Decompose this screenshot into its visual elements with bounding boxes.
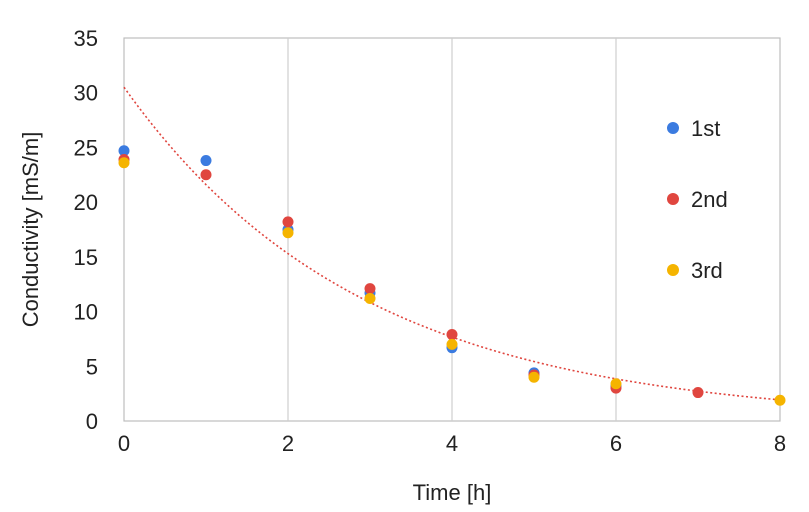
y-tick-label: 25 — [74, 135, 98, 160]
data-point — [282, 216, 294, 228]
y-tick-label: 10 — [74, 300, 98, 325]
data-point — [118, 145, 130, 157]
data-points — [118, 145, 786, 406]
x-tick-label: 6 — [610, 431, 622, 456]
data-point — [446, 329, 458, 341]
y-tick-label: 15 — [74, 245, 98, 270]
y-tick-label: 35 — [74, 26, 98, 51]
legend: 1st 2nd 3rd — [667, 116, 728, 283]
x-tick-label: 8 — [774, 431, 786, 456]
data-point — [118, 157, 130, 169]
legend-label: 1st — [691, 116, 720, 141]
legend-marker — [667, 264, 679, 276]
data-point — [446, 338, 458, 350]
legend-marker — [667, 122, 679, 134]
y-axis-title: Conductivity [mS/m] — [18, 132, 43, 328]
legend-label: 2nd — [691, 187, 728, 212]
x-axis-ticks: 0 2 4 6 8 — [118, 431, 786, 456]
x-tick-label: 2 — [282, 431, 294, 456]
x-tick-label: 0 — [118, 431, 130, 456]
y-tick-label: 20 — [74, 190, 98, 215]
data-point — [610, 378, 622, 390]
data-point — [774, 394, 786, 406]
data-point — [200, 155, 212, 167]
data-point — [364, 292, 376, 304]
y-axis-ticks: 0 5 10 15 20 25 30 35 — [74, 26, 98, 434]
x-axis-title: Time [h] — [413, 480, 492, 505]
data-point — [200, 169, 212, 181]
y-tick-label: 0 — [86, 409, 98, 434]
data-point — [364, 283, 376, 295]
y-tick-label: 30 — [74, 81, 98, 106]
data-point — [282, 227, 294, 239]
data-point — [692, 387, 704, 399]
y-tick-label: 5 — [86, 354, 98, 379]
legend-marker — [667, 193, 679, 205]
x-tick-label: 4 — [446, 431, 458, 456]
series-3rd — [118, 157, 786, 406]
data-point — [528, 371, 540, 383]
legend-label: 3rd — [691, 258, 723, 283]
